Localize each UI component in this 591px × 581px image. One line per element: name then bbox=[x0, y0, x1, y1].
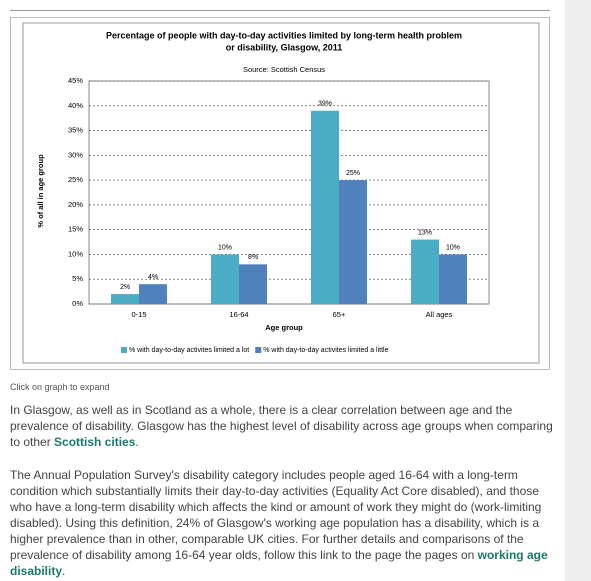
legend-label: % with day-to-day activites limited a lo… bbox=[129, 347, 249, 354]
link[interactable]: working age disability bbox=[10, 548, 548, 578]
data-label: 4% bbox=[148, 274, 158, 281]
text: . bbox=[135, 435, 139, 449]
y-tick-label: 5% bbox=[72, 274, 83, 283]
data-label: 39% bbox=[318, 101, 332, 108]
legend-label: % with day-to-day activites limited a li… bbox=[263, 347, 388, 354]
x-tick-label: 0-15 bbox=[131, 310, 146, 319]
y-tick-label: 35% bbox=[68, 126, 83, 135]
y-tick-label: 20% bbox=[68, 200, 83, 209]
y-tick-label: 30% bbox=[68, 150, 83, 159]
bar bbox=[139, 284, 167, 304]
text: The Annual Population Survey's disabilit… bbox=[10, 468, 542, 562]
bar bbox=[111, 294, 139, 304]
x-axis-label: Age group bbox=[265, 323, 303, 332]
data-label: 2% bbox=[120, 284, 130, 291]
data-label: 10% bbox=[446, 244, 460, 251]
scrollbar bbox=[565, 0, 591, 581]
text: In Glasgow, as well as in Scotland as a … bbox=[10, 403, 553, 449]
x-tick-label: 16-64 bbox=[229, 310, 248, 319]
x-tick-label: All ages bbox=[426, 310, 453, 319]
y-tick-label: 45% bbox=[68, 76, 83, 85]
chart-subtitle: Source: Scottish Census bbox=[243, 65, 325, 74]
text: . bbox=[62, 564, 66, 578]
y-axis-label: % of all in age group bbox=[36, 154, 45, 228]
x-tick-label: 65+ bbox=[333, 310, 346, 319]
bar bbox=[311, 110, 339, 304]
bar bbox=[339, 180, 367, 304]
y-tick-label: 25% bbox=[68, 175, 83, 184]
data-label: 13% bbox=[418, 229, 432, 236]
chart-title: Percentage of people with day-to-day act… bbox=[106, 30, 462, 40]
data-label: 25% bbox=[346, 170, 360, 177]
chart: Percentage of people with day-to-day act… bbox=[22, 22, 540, 364]
divider bbox=[10, 10, 550, 11]
link[interactable]: Scottish cities bbox=[54, 435, 136, 449]
y-tick-label: 40% bbox=[68, 101, 83, 110]
bar bbox=[411, 239, 439, 304]
legend-swatch bbox=[121, 347, 127, 353]
y-tick-label: 0% bbox=[72, 299, 83, 308]
chart-title: or disability, Glasgow, 2011 bbox=[226, 42, 343, 52]
data-label: 8% bbox=[248, 254, 258, 261]
bar bbox=[439, 254, 467, 304]
bar bbox=[211, 254, 239, 304]
paragraph: In Glasgow, as well as in Scotland as a … bbox=[10, 402, 555, 450]
bar bbox=[239, 264, 267, 304]
data-label: 10% bbox=[218, 244, 232, 251]
caption: Click on graph to expand bbox=[10, 382, 110, 392]
legend-swatch bbox=[255, 347, 262, 353]
paragraph: The Annual Population Survey's disabilit… bbox=[10, 467, 555, 579]
chart-frame[interactable]: Percentage of people with day-to-day act… bbox=[10, 17, 550, 370]
y-tick-label: 10% bbox=[68, 249, 83, 258]
y-tick-label: 15% bbox=[68, 225, 83, 234]
